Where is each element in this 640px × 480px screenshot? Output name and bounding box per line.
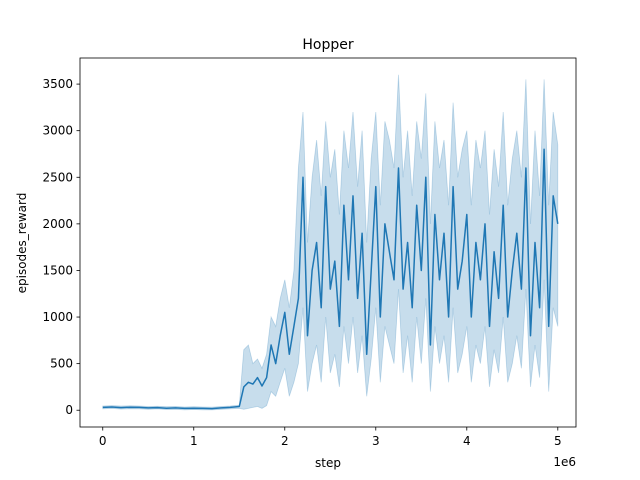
mean-reward-line [102, 148, 559, 410]
y-tick-label: 0 [65, 403, 73, 417]
x-axis-offset-text: 1e6 [553, 455, 576, 469]
x-tick-label: 3 [372, 434, 380, 448]
chart-title: Hopper [302, 37, 353, 53]
y-tick-label: 3000 [42, 124, 73, 138]
y-tick-label: 500 [50, 357, 73, 371]
y-axis-ticks: 0 500 1000 1500 2000 2500 3000 3500 [42, 77, 80, 417]
y-tick-label: 2000 [42, 217, 73, 231]
confidence-band [102, 74, 559, 411]
y-tick-label: 3500 [42, 77, 73, 91]
y-axis-label: episodes_reward [15, 193, 29, 294]
x-tick-label: 2 [281, 434, 289, 448]
x-tick-label: 0 [99, 434, 107, 448]
x-tick-label: 4 [463, 434, 471, 448]
x-axis-label: step [315, 456, 341, 470]
plot-area [102, 74, 559, 411]
y-tick-label: 1500 [42, 263, 73, 277]
y-tick-label: 2500 [42, 170, 73, 184]
x-axis-ticks: 0 1 2 3 4 5 [99, 427, 562, 448]
y-tick-label: 1000 [42, 310, 73, 324]
axes-frame [79, 57, 577, 428]
x-tick-label: 5 [554, 434, 562, 448]
x-tick-label: 1 [190, 434, 198, 448]
